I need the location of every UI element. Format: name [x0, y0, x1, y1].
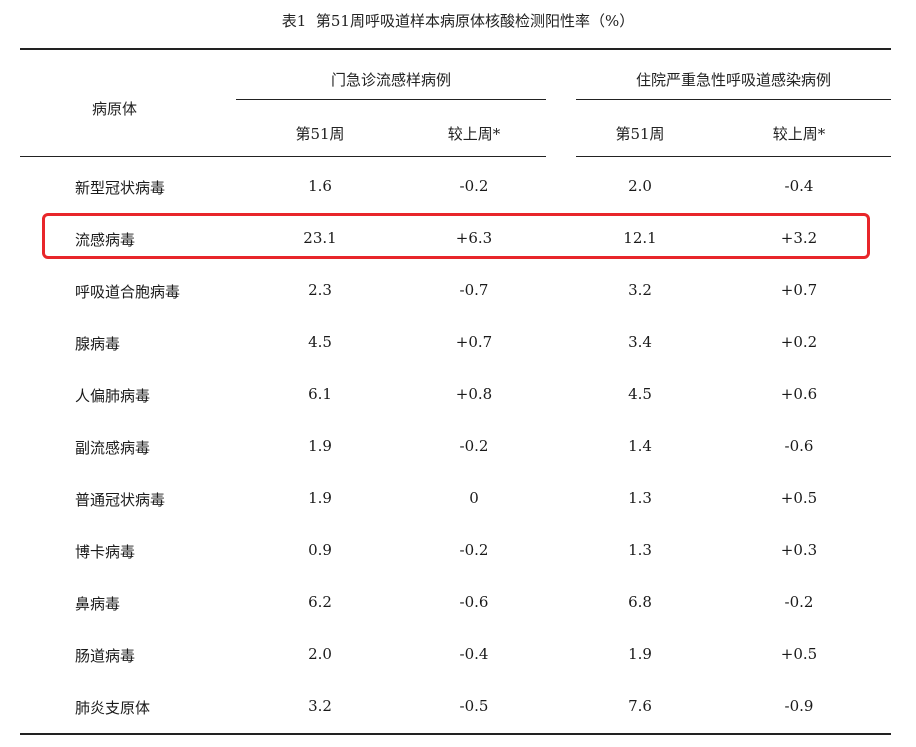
inpatient-week-value: 1.9: [628, 645, 652, 663]
table-row: 博卡病毒 0.9 -0.2 1.3 +0.3: [0, 524, 916, 576]
inpatient-week-value: 1.3: [628, 541, 652, 559]
pathogen-name: 鼻病毒: [75, 595, 121, 613]
table-body: 新型冠状病毒 1.6 -0.2 2.0 -0.4 流感病毒 23.1 +6.3 …: [0, 160, 916, 732]
pathogen-name: 新型冠状病毒: [75, 179, 166, 197]
outpatient-week-value: 2.3: [308, 281, 332, 299]
header-outpatient-group: 门急诊流感样病例: [330, 71, 451, 89]
header-pathogen: 病原体: [92, 100, 138, 118]
inpatient-change-value: -0.6: [784, 437, 814, 455]
pathogen-name: 肺炎支原体: [75, 699, 151, 717]
outpatient-week-value: 3.2: [308, 697, 332, 715]
table-row: 新型冠状病毒 1.6 -0.2 2.0 -0.4: [0, 160, 916, 212]
inpatient-change-value: +0.3: [780, 541, 818, 559]
outpatient-week-value: 4.5: [308, 333, 332, 351]
outpatient-change-value: +0.7: [455, 333, 493, 351]
table-row: 腺病毒 4.5 +0.7 3.4 +0.2: [0, 316, 916, 368]
pathogen-name: 呼吸道合胞病毒: [75, 283, 181, 301]
outpatient-change-value: -0.6: [459, 593, 489, 611]
outpatient-week-value: 1.9: [308, 489, 332, 507]
inpatient-change-value: +0.2: [780, 333, 818, 351]
table-row: 肺炎支原体 3.2 -0.5 7.6 -0.9: [0, 680, 916, 732]
inpatient-week-value: 3.2: [628, 281, 652, 299]
inpatient-change-value: -0.9: [784, 697, 814, 715]
inpatient-change-value: +0.6: [780, 385, 818, 403]
header-outpatient-change: 较上周*: [447, 125, 501, 143]
inpatient-week-value: 1.4: [628, 437, 652, 455]
inpatient-change-value: +0.7: [780, 281, 818, 299]
outpatient-change-value: -0.2: [459, 177, 489, 195]
inpatient-week-value: 12.1: [623, 229, 657, 247]
top-rule: [20, 48, 891, 50]
outpatient-change-value: -0.2: [459, 437, 489, 455]
inpatient-week-value: 2.0: [628, 177, 652, 195]
pathogen-name: 人偏肺病毒: [75, 387, 151, 405]
table-row: 普通冠状病毒 1.9 0 1.3 +0.5: [0, 472, 916, 524]
header-bottom-rule-right: [576, 156, 891, 157]
outpatient-change-value: +0.8: [455, 385, 493, 403]
group2-rule: [576, 99, 891, 100]
outpatient-change-value: -0.4: [459, 645, 489, 663]
inpatient-change-value: +0.5: [780, 645, 818, 663]
pathogen-name: 流感病毒: [75, 231, 136, 249]
outpatient-week-value: 1.9: [308, 437, 332, 455]
pathogen-name: 普通冠状病毒: [75, 491, 166, 509]
header-bottom-rule-left: [20, 156, 546, 157]
table-row: 呼吸道合胞病毒 2.3 -0.7 3.2 +0.7: [0, 264, 916, 316]
outpatient-week-value: 6.2: [308, 593, 332, 611]
inpatient-change-value: -0.2: [784, 593, 814, 611]
outpatient-week-value: 2.0: [308, 645, 332, 663]
outpatient-week-value: 6.1: [308, 385, 332, 403]
header-inpatient-week: 第51周: [615, 125, 665, 143]
inpatient-week-value: 7.6: [628, 697, 652, 715]
inpatient-week-value: 3.4: [628, 333, 652, 351]
pathogen-name: 副流感病毒: [75, 439, 151, 457]
inpatient-change-value: +0.5: [780, 489, 818, 507]
bottom-rule: [20, 733, 891, 735]
table-row: 鼻病毒 6.2 -0.6 6.8 -0.2: [0, 576, 916, 628]
inpatient-week-value: 4.5: [628, 385, 652, 403]
table-row: 肠道病毒 2.0 -0.4 1.9 +0.5: [0, 628, 916, 680]
outpatient-change-value: -0.5: [459, 697, 489, 715]
pathogen-name: 博卡病毒: [75, 543, 136, 561]
outpatient-change-value: +6.3: [455, 229, 493, 247]
outpatient-week-value: 0.9: [308, 541, 332, 559]
group1-rule: [236, 99, 546, 100]
table-row: 人偏肺病毒 6.1 +0.8 4.5 +0.6: [0, 368, 916, 420]
inpatient-week-value: 1.3: [628, 489, 652, 507]
inpatient-change-value: +3.2: [780, 229, 818, 247]
outpatient-week-value: 1.6: [308, 177, 332, 195]
inpatient-change-value: -0.4: [784, 177, 814, 195]
outpatient-week-value: 23.1: [303, 229, 337, 247]
outpatient-change-value: -0.2: [459, 541, 489, 559]
header-inpatient-group: 住院严重急性呼吸道感染病例: [635, 71, 831, 89]
header-inpatient-change: 较上周*: [772, 125, 826, 143]
header-outpatient-week: 第51周: [295, 125, 345, 143]
inpatient-week-value: 6.8: [628, 593, 652, 611]
table-title: 表1 第51周呼吸道样本病原体核酸检测阳性率（%）: [281, 12, 635, 30]
outpatient-change-value: 0: [469, 489, 479, 507]
pathogen-name: 肠道病毒: [75, 647, 136, 665]
table-row: 流感病毒 23.1 +6.3 12.1 +3.2: [0, 212, 916, 264]
pathogen-name: 腺病毒: [75, 335, 121, 353]
outpatient-change-value: -0.7: [459, 281, 489, 299]
table-row: 副流感病毒 1.9 -0.2 1.4 -0.6: [0, 420, 916, 472]
influenza-row-highlight-box: [42, 213, 870, 259]
